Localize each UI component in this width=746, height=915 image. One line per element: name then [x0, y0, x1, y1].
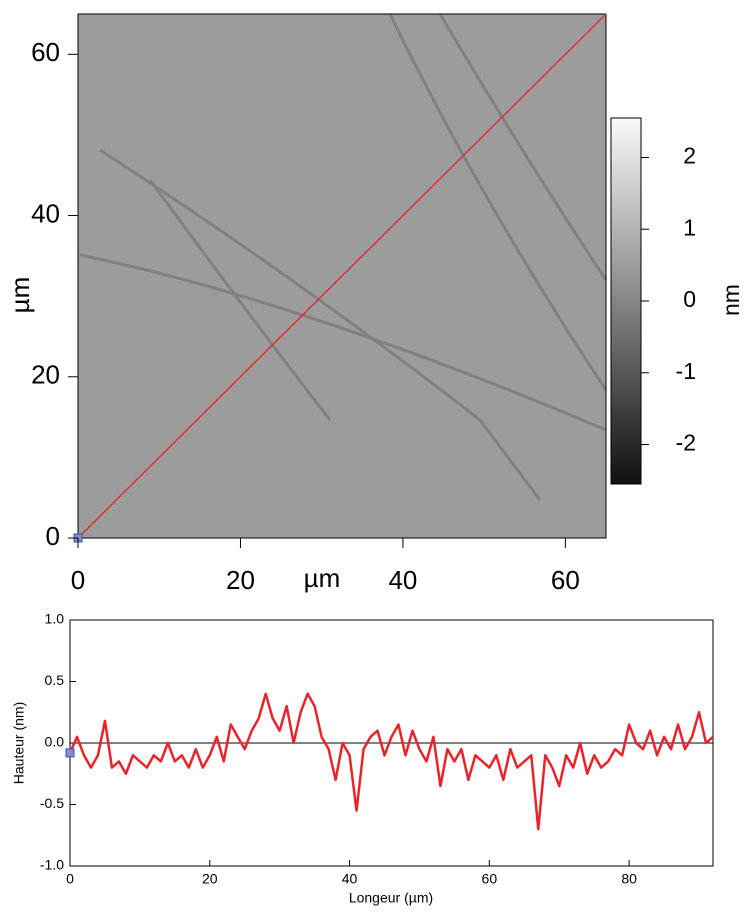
x-tick-label: 0: [71, 565, 85, 595]
colorbar-label: nm: [718, 284, 744, 316]
y-axis-label: Hauteur (nm): [11, 702, 27, 784]
x-axis-label: µm: [304, 563, 341, 593]
profile-start: [65, 748, 75, 758]
colorbar: [610, 117, 642, 485]
y-tick-label: 0.5: [45, 672, 65, 688]
x-tick-label: 0: [66, 871, 74, 887]
x-tick-label: 40: [388, 565, 417, 595]
x-axis-label: Longeur (µm): [349, 890, 433, 906]
image-texture: [79, 13, 608, 501]
x-tick-label: 40: [342, 871, 358, 887]
y-tick-label: 0.0: [45, 734, 65, 750]
y-tick-label: 1.0: [45, 611, 65, 627]
y-tick-label: 0: [46, 521, 60, 551]
colorbar-tick-label: -2: [676, 430, 696, 456]
y-tick-label: 60: [31, 37, 60, 67]
x-tick-label: 20: [202, 871, 218, 887]
y-axis-label: µm: [5, 277, 35, 314]
colorbar-tick-label: 2: [683, 143, 696, 169]
x-tick-label: 80: [621, 871, 637, 887]
colorbar-tick-label: 0: [683, 286, 696, 312]
y-tick-label: -1.0: [40, 857, 64, 873]
x-tick-label: 60: [551, 565, 580, 595]
image-frame: [77, 13, 607, 539]
y-tick-label: -0.5: [40, 795, 64, 811]
profile-path: [77, 13, 607, 539]
y-tick-label: 40: [31, 198, 60, 228]
x-tick-label: 60: [482, 871, 498, 887]
colorbar-tick-label: -1: [676, 358, 696, 384]
profile-line: [68, 692, 714, 831]
y-tick-label: 20: [31, 360, 60, 390]
colorbar-tick-label: 1: [683, 214, 696, 240]
x-tick-label: 20: [226, 565, 255, 595]
